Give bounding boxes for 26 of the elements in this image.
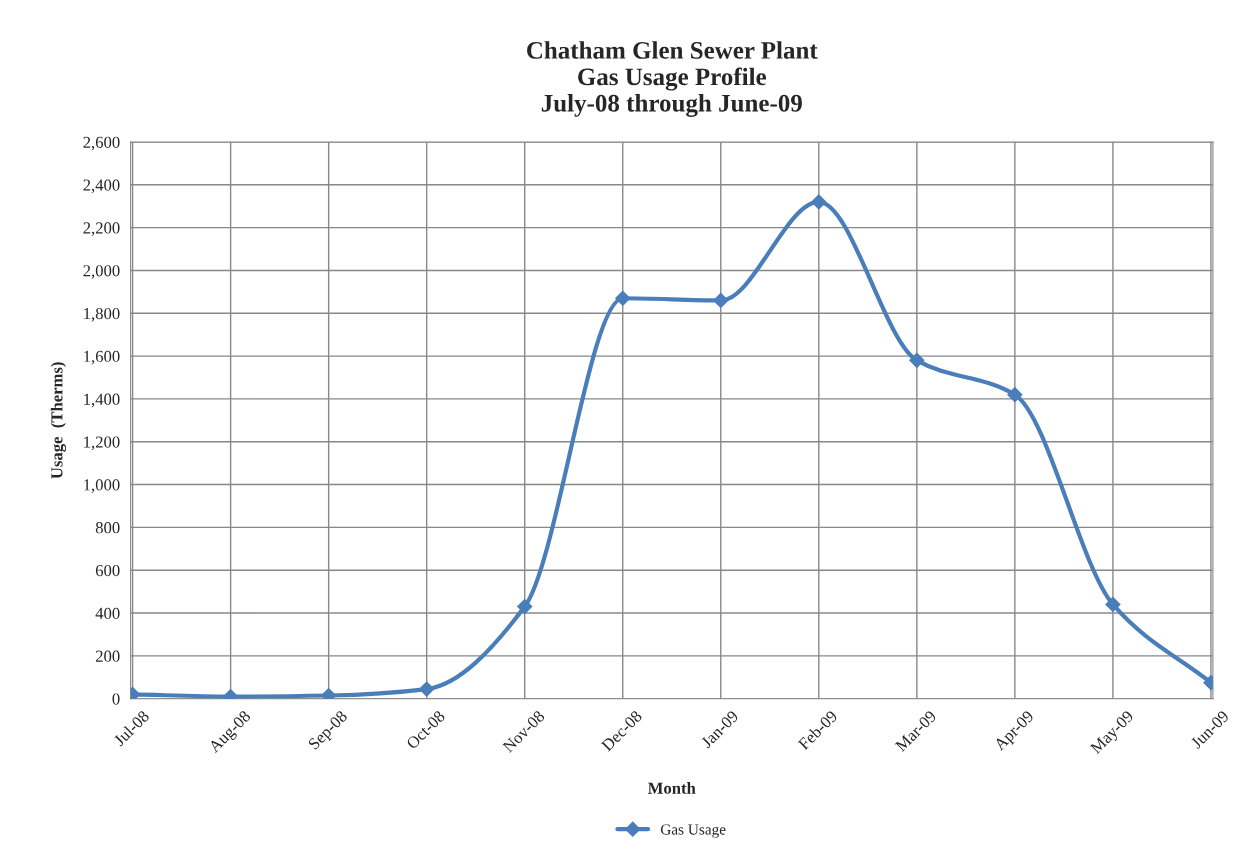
y-axis-title: Usage (Therms): [50, 362, 67, 479]
chart-title: Chatham Glen Sewer Plant Gas Usage Profile July-08 through June-09: [527, 41, 818, 117]
y-tick-label: 1,600: [84, 350, 120, 365]
point: [713, 292, 729, 308]
point: [1007, 387, 1023, 403]
y-tick-label: 1,000: [84, 479, 120, 493]
y-tick-label: 0: [112, 693, 120, 705]
y-tick-label: 1,800: [84, 307, 120, 322]
y-tick-label: 2,200: [83, 222, 120, 236]
y-tick-label: 1,200: [84, 436, 120, 451]
point: [811, 194, 827, 210]
y-tick-label: 2,600: [83, 136, 120, 151]
point: [517, 599, 533, 615]
y-tick-label: 2,400: [83, 179, 120, 194]
point: [615, 290, 631, 306]
point: [419, 681, 435, 697]
x-axis-title: Month: [647, 782, 696, 794]
legend-label: Gas Usage: [660, 824, 726, 838]
y-tick-label: 400: [95, 607, 120, 619]
y-tick-label: 800: [95, 522, 120, 534]
y-tick-label: 2,000: [83, 265, 120, 279]
y-tick-label: 600: [95, 564, 120, 577]
y-tick-label: 200: [95, 650, 120, 662]
point: [909, 352, 925, 368]
y-tick-label: 1,400: [84, 393, 120, 408]
point: [1105, 596, 1121, 613]
